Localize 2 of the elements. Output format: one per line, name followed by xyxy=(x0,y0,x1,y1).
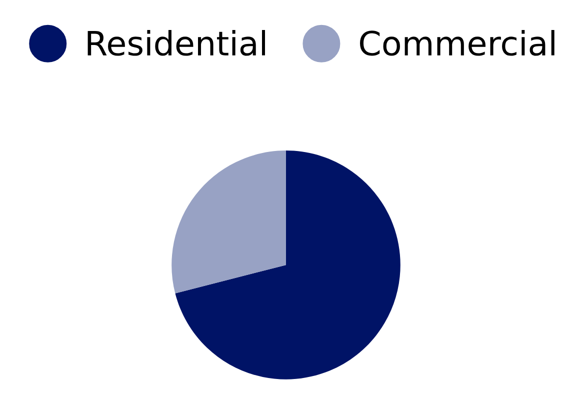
legend-label: Residential xyxy=(88,30,266,56)
legend-label: Commercial xyxy=(360,30,554,56)
